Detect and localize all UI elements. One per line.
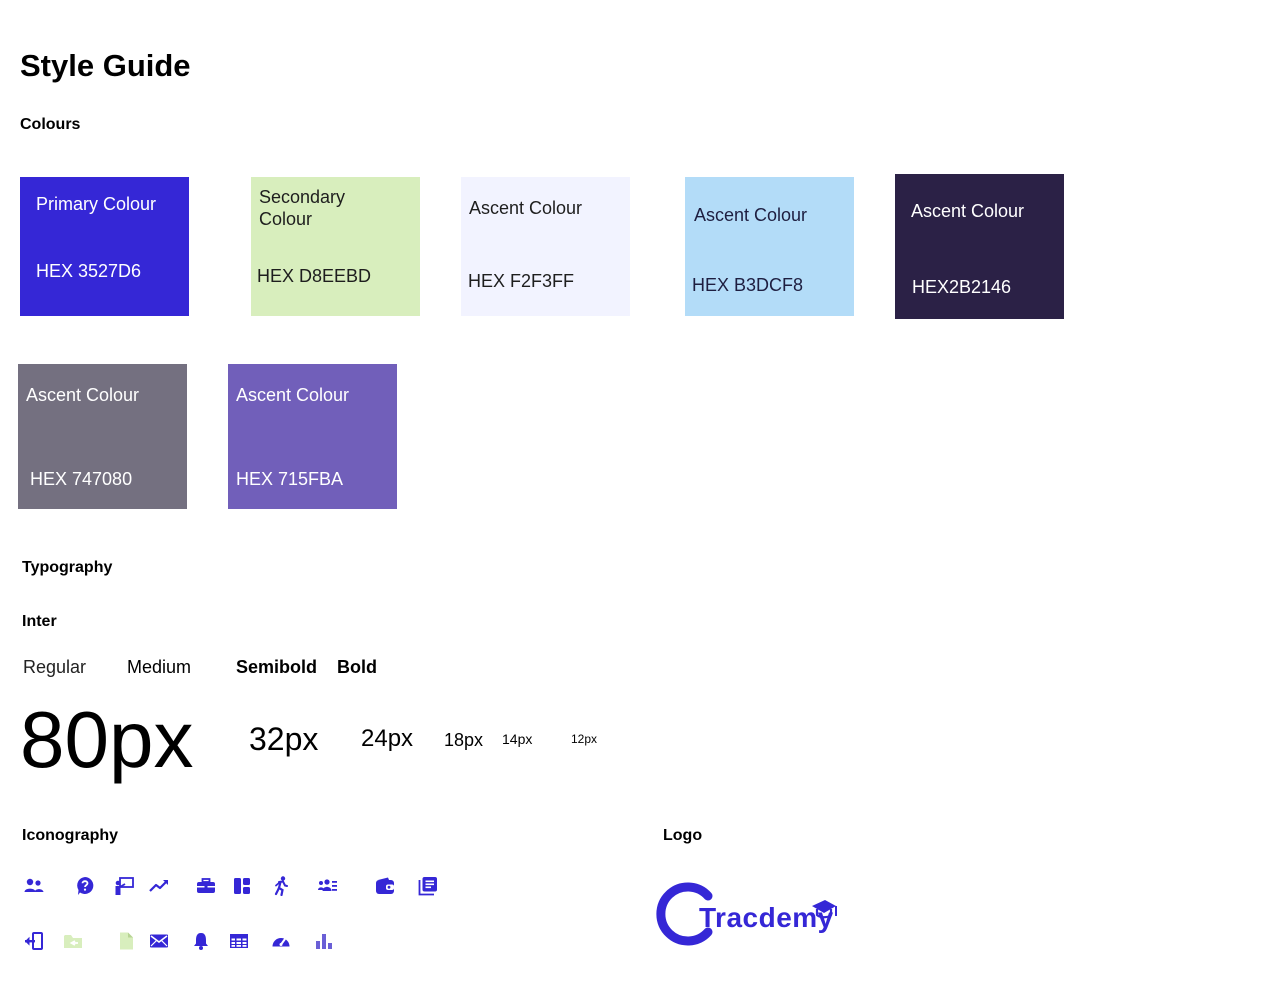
weight-regular: Regular <box>23 657 87 677</box>
layout-grid-icon <box>232 876 252 896</box>
logo-mark-icon <box>656 882 837 946</box>
weight-medium: Medium <box>127 657 192 677</box>
logout-icon <box>24 931 44 951</box>
swatch-name: Ascent Colour <box>236 385 350 405</box>
swatch-name: Ascent Colour <box>26 385 140 405</box>
library-icon <box>418 876 438 896</box>
size-24: 24px <box>361 725 414 752</box>
bar-chart-icon <box>314 931 334 951</box>
swatch-name: Ascent Colour <box>911 201 1025 221</box>
swatch-name: Ascent Colour <box>469 198 583 218</box>
swatch-ascent-light: Ascent Colour HEX F2F3FF <box>461 177 630 316</box>
bell-icon <box>191 931 211 951</box>
swatch-ascent-grey: Ascent Colour HEX 747080 <box>18 364 187 509</box>
brand-logo: Tracdemy <box>656 882 838 946</box>
presentation-icon <box>114 876 134 896</box>
size-12: 12px <box>571 732 598 746</box>
typography-heading: Typography <box>22 559 113 576</box>
speedometer-icon <box>271 931 291 951</box>
swatch-secondary: Secondary Colour HEX D8EEBD <box>251 177 420 316</box>
help-icon <box>75 876 95 896</box>
swatch-hex: HEX B3DCF8 <box>692 275 804 295</box>
running-icon <box>271 876 291 896</box>
contacts-icon <box>317 876 337 896</box>
trend-up-icon <box>149 876 169 896</box>
swatch-ascent-purple: Ascent Colour HEX 715FBA <box>228 364 397 509</box>
swatch-ascent-blue: Ascent Colour HEX B3DCF8 <box>685 177 854 316</box>
logo-heading: Logo <box>663 827 703 844</box>
folder-back-icon <box>63 931 83 951</box>
swatch-hex: HEX D8EEBD <box>257 266 372 286</box>
swatch-name: Secondary Colour <box>259 187 346 229</box>
briefcase-icon <box>196 876 216 896</box>
swatch-hex: HEX 715FBA <box>236 469 344 489</box>
swatch-hex: HEX2B2146 <box>912 277 1012 297</box>
size-80: 80px <box>20 695 194 784</box>
weight-semibold: Semibold <box>236 657 318 677</box>
iconography-heading: Iconography <box>22 827 119 844</box>
file-icon <box>116 931 136 951</box>
page-title: Style Guide <box>20 48 191 83</box>
swatch-hex: HEX F2F3FF <box>468 271 575 291</box>
swatch-name: Ascent Colour <box>694 205 808 225</box>
swatch-primary: Primary Colour HEX 3527D6 <box>20 177 189 316</box>
size-14: 14px <box>502 731 533 747</box>
mail-icon <box>149 931 169 951</box>
size-18: 18px <box>444 730 484 750</box>
users-icon <box>24 876 44 896</box>
size-32: 32px <box>249 721 319 757</box>
brand-name: Tracdemy <box>699 902 834 933</box>
weight-bold: Bold <box>337 657 377 677</box>
swatch-ascent-dark: Ascent Colour HEX2B2146 <box>895 174 1064 319</box>
swatch-hex: HEX 3527D6 <box>36 261 142 281</box>
colours-heading: Colours <box>20 116 81 133</box>
wallet-icon <box>375 876 395 896</box>
font-name: Inter <box>22 613 57 630</box>
swatch-hex: HEX 747080 <box>30 469 133 489</box>
swatch-name: Primary Colour <box>36 194 157 214</box>
table-icon <box>229 931 249 951</box>
